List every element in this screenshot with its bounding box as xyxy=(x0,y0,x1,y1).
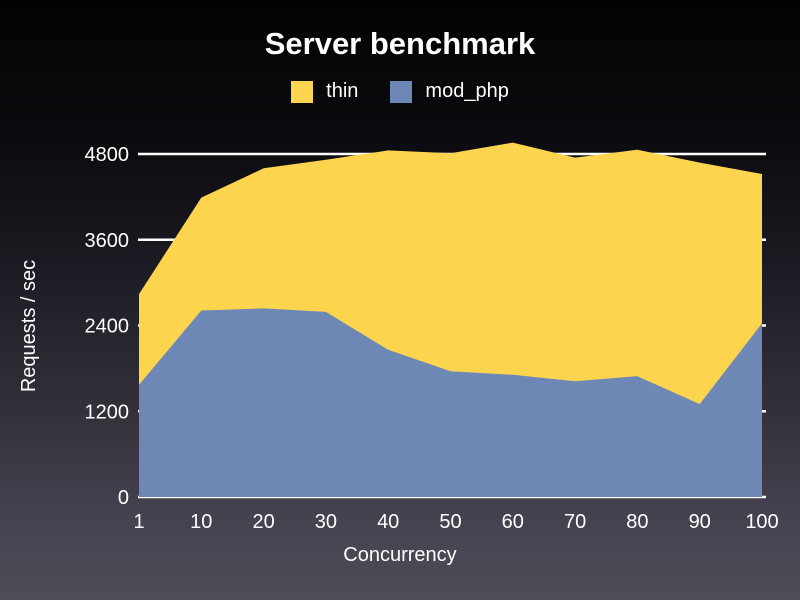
x-tick-90: 90 xyxy=(689,511,711,533)
thin-swatch-icon xyxy=(291,80,314,103)
y-tick-2400: 2400 xyxy=(85,316,130,338)
chart-title: Server benchmark xyxy=(264,26,536,61)
x-tick-70: 70 xyxy=(564,511,586,533)
x-tick-labels: 1 10 20 30 40 50 60 70 80 90 100 xyxy=(133,511,778,533)
y-tick-4800: 4800 xyxy=(85,144,130,166)
x-tick-100: 100 xyxy=(745,511,778,533)
x-tick-1: 1 xyxy=(133,511,144,533)
y-axis-title: Requests / sec xyxy=(18,260,40,392)
mod_php-area xyxy=(139,308,762,497)
legend-item-thin: thin xyxy=(291,80,358,103)
legend-item-mod-php: mod_php xyxy=(390,80,509,103)
y-tick-0: 0 xyxy=(118,487,129,509)
x-axis-title: Concurrency xyxy=(343,544,456,566)
y-tick-3600: 3600 xyxy=(85,230,130,252)
y-tick-labels: 0 1200 2400 3600 4800 xyxy=(85,144,130,509)
x-tick-80: 80 xyxy=(626,511,648,533)
x-tick-20: 20 xyxy=(252,511,274,533)
legend-label-thin: thin xyxy=(326,80,359,102)
legend-label-mod-php: mod_php xyxy=(425,80,509,102)
x-tick-50: 50 xyxy=(439,511,461,533)
x-tick-30: 30 xyxy=(315,511,337,533)
x-tick-10: 10 xyxy=(190,511,212,533)
series-areas xyxy=(139,142,762,497)
legend: thin mod_php xyxy=(0,80,800,103)
mod-php-swatch-icon xyxy=(390,80,413,103)
x-tick-40: 40 xyxy=(377,511,399,533)
y-tick-1200: 1200 xyxy=(85,401,130,423)
x-tick-60: 60 xyxy=(502,511,524,533)
